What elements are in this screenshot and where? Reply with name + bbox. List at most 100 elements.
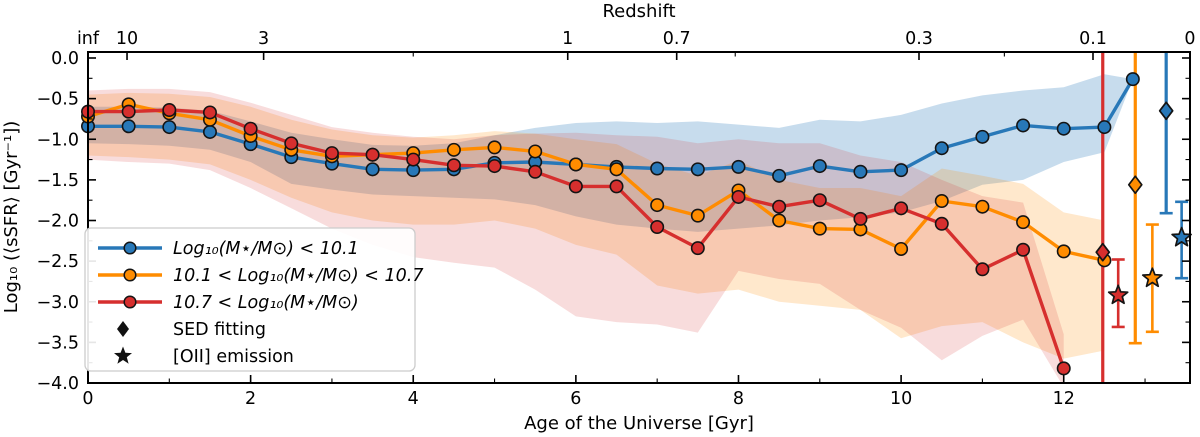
redshift-tick-label: 0 — [1184, 29, 1195, 49]
high-point — [324, 146, 339, 161]
y-tick-label: −1.5 — [37, 171, 80, 191]
high-point — [121, 104, 136, 119]
legend-circle-marker — [123, 295, 137, 309]
tick-labels: 0 2 4 6 8 10 12 inf 10 3 1 0.7 0.3 0.1 0 0.0 −0.5 −1.0 −1.… — [37, 29, 1196, 409]
high-star-marker — [1107, 284, 1129, 305]
high-point — [487, 159, 502, 174]
y-tick-label: −0.5 — [37, 90, 80, 110]
high-diamond-marker — [1095, 242, 1111, 262]
low-point — [1097, 120, 1112, 135]
y-tick-label: 0.0 — [51, 49, 79, 69]
high-point — [1056, 361, 1071, 376]
mid-point — [1016, 215, 1031, 230]
low-point — [1056, 121, 1071, 136]
redshift-tick-label: 0.3 — [905, 29, 933, 49]
redshift-tick-label: 0.1 — [1079, 29, 1107, 49]
high-point — [528, 164, 543, 179]
high-point — [202, 105, 217, 120]
high-point — [284, 136, 299, 151]
y-tick-label: −1.0 — [37, 130, 80, 150]
high-point — [609, 179, 624, 194]
mid-band — [88, 92, 1105, 359]
low-point — [162, 120, 177, 135]
mid-line — [86, 102, 1107, 262]
legend: Log₁₀(M⋆/M⊙) < 10.1 10.1 < Log₁₀(M⋆/M⊙) <… — [84, 227, 423, 372]
redshift-tick-label: 3 — [258, 29, 269, 49]
error-bars — [1101, 52, 1189, 383]
redshift-tick-label: 10 — [116, 29, 138, 49]
x-axis-title: Age of the Universe [Gyr] — [524, 413, 754, 434]
mid-point — [690, 208, 705, 223]
median-lines — [81, 72, 1140, 376]
low-point — [772, 168, 787, 183]
mid-diamond-marker — [1127, 175, 1143, 195]
legend-label: SED fitting — [173, 320, 266, 340]
y-axis-title: Log₁₀ (⟨sSFR⟩ [Gyr⁻¹]) — [1, 121, 22, 314]
high-point — [772, 199, 787, 214]
low-point — [853, 164, 868, 179]
high-point — [568, 179, 583, 194]
mid-point — [1056, 244, 1071, 259]
x-tick-label: 6 — [570, 389, 581, 409]
high-point — [446, 158, 461, 173]
top-axis-title: Redshift — [602, 1, 675, 22]
high-point — [1016, 242, 1031, 257]
high-point — [690, 241, 705, 256]
mid-point — [446, 142, 461, 157]
low-star-marker — [1171, 226, 1192, 247]
low-point — [650, 161, 665, 176]
high-point — [406, 152, 421, 167]
mid-point — [487, 140, 502, 155]
x-tick-label: 12 — [1053, 389, 1075, 409]
legend-diamond-icon — [117, 321, 129, 337]
mid-point — [812, 221, 827, 236]
high-point — [731, 189, 746, 204]
low-point — [894, 163, 909, 178]
high-point — [162, 103, 177, 118]
x-tick-label: 2 — [245, 389, 256, 409]
y-tick-label: −2.0 — [37, 212, 80, 232]
mid-point — [650, 198, 665, 213]
mid-point — [975, 199, 990, 214]
mid-point — [528, 144, 543, 159]
low-point — [934, 141, 949, 156]
low-point — [1125, 72, 1140, 87]
low-point — [202, 124, 217, 139]
high-point — [934, 216, 949, 231]
y-tick-label: −4.0 — [37, 374, 80, 394]
legend-label: 10.7 < Log₁₀(M⋆/M⊙) — [173, 293, 359, 313]
x-tick-label: 10 — [890, 389, 912, 409]
high-point — [650, 220, 665, 235]
high-point — [853, 211, 868, 226]
mid-point — [934, 194, 949, 209]
low-point — [975, 129, 990, 144]
y-tick-label: −3.5 — [37, 333, 80, 353]
high-point — [812, 193, 827, 208]
low-point — [731, 159, 746, 174]
mid-point — [609, 162, 624, 177]
low-point — [812, 159, 827, 174]
low-diamond-marker — [1158, 101, 1174, 121]
legend-circle-marker — [123, 241, 137, 255]
high-point — [975, 262, 990, 277]
measurement-markers — [1095, 101, 1192, 305]
y-tick-label: −2.5 — [37, 252, 80, 272]
low-point — [121, 119, 136, 134]
plot-frame — [87, 51, 1191, 384]
redshift-tick-label: 1 — [562, 29, 573, 49]
redshift-tick-label: inf — [77, 29, 100, 49]
x-tick-label: 0 — [82, 389, 93, 409]
low-point — [690, 162, 705, 177]
mid-point — [894, 241, 909, 256]
high-point — [894, 201, 909, 216]
legend-label: [OII] emission — [173, 347, 294, 367]
y-tick-label: −3.0 — [37, 293, 80, 313]
legend-star-icon — [114, 346, 132, 364]
redshift-tick-label: 0.7 — [663, 29, 691, 49]
high-point — [243, 121, 258, 136]
legend-box — [84, 227, 416, 372]
mid-star-marker — [1141, 267, 1163, 288]
legend-circle-marker — [123, 268, 137, 282]
